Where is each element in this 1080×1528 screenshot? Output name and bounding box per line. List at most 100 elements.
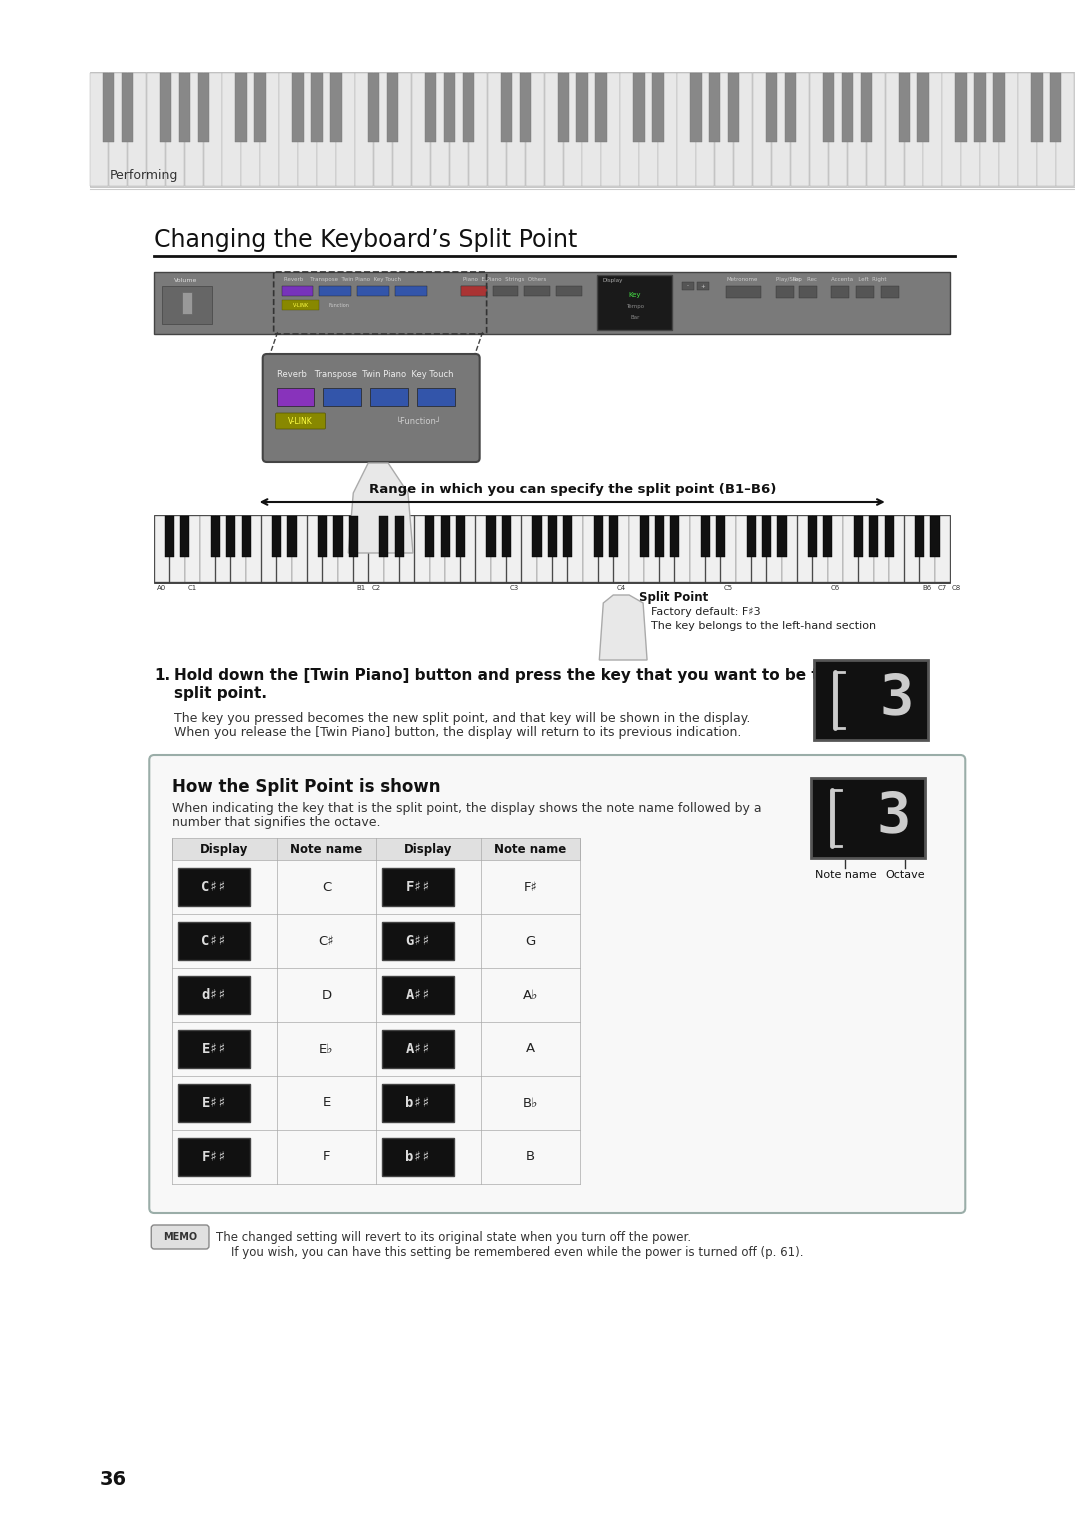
Bar (811, 778, 926, 859)
Bar (597, 275, 672, 330)
Text: Octave: Octave (886, 869, 924, 880)
Bar (866, 73, 885, 186)
Text: C1: C1 (188, 585, 198, 591)
Text: F♯♯: F♯♯ (405, 880, 431, 894)
Bar (502, 516, 511, 556)
Bar (828, 516, 842, 582)
Bar (548, 516, 557, 556)
Bar (762, 516, 771, 556)
Bar (582, 73, 600, 186)
Bar (430, 516, 445, 582)
Bar (160, 73, 171, 142)
Bar (90, 73, 108, 186)
Text: split point.: split point. (174, 686, 267, 701)
Bar (828, 73, 847, 186)
Bar (660, 516, 675, 582)
Bar (185, 73, 203, 186)
Bar (598, 516, 613, 582)
Bar (595, 73, 607, 142)
Bar (165, 516, 174, 556)
Bar (122, 73, 133, 142)
Bar (557, 73, 569, 142)
Bar (727, 286, 761, 298)
Bar (178, 868, 249, 906)
Bar (905, 73, 923, 186)
Bar (180, 516, 189, 556)
Bar (211, 516, 220, 556)
Bar (715, 73, 733, 186)
Bar (431, 73, 449, 186)
Bar (318, 73, 336, 186)
Bar (602, 73, 620, 186)
Bar (785, 73, 796, 142)
Bar (886, 73, 904, 186)
Text: A: A (526, 1042, 535, 1056)
Bar (162, 286, 212, 324)
Bar (1018, 73, 1037, 186)
Text: Accenta   Left  Right: Accenta Left Right (831, 277, 887, 283)
Text: C7: C7 (939, 585, 947, 591)
Bar (308, 516, 322, 582)
Bar (320, 286, 351, 296)
Bar (671, 516, 679, 556)
Bar (654, 516, 664, 556)
Bar (658, 73, 676, 186)
Bar (411, 73, 430, 186)
Bar (185, 516, 200, 582)
Bar (272, 516, 281, 556)
Bar (486, 516, 496, 556)
Bar (716, 516, 726, 556)
Bar (1050, 73, 1062, 142)
Bar (799, 286, 816, 298)
Text: Bar: Bar (631, 315, 639, 319)
Bar (710, 73, 720, 142)
Text: b♯♯: b♯♯ (405, 1096, 431, 1109)
Text: number that signifies the octave.: number that signifies the octave. (172, 816, 380, 830)
Bar (222, 73, 241, 186)
Bar (791, 73, 809, 186)
Text: Metronome: Metronome (727, 277, 758, 283)
Text: The key you pressed becomes the new split point, and that key will be shown in t: The key you pressed becomes the new spli… (174, 712, 751, 724)
Bar (915, 516, 924, 556)
Bar (874, 516, 889, 582)
Bar (282, 299, 320, 310)
Bar (261, 516, 276, 582)
Bar (178, 921, 249, 960)
Bar (461, 286, 487, 296)
Bar (935, 516, 950, 582)
Bar (920, 516, 935, 582)
Text: Rec: Rec (792, 277, 801, 283)
Text: MEMO: MEMO (163, 1232, 198, 1242)
Text: Display: Display (602, 278, 622, 283)
Bar (382, 921, 454, 960)
Text: G: G (525, 935, 536, 947)
Text: Note name: Note name (291, 842, 363, 856)
Bar (198, 73, 208, 142)
Bar (461, 516, 475, 582)
Bar (766, 73, 778, 142)
Text: B1: B1 (356, 585, 365, 591)
Bar (216, 516, 230, 582)
Bar (384, 516, 399, 582)
Text: C♯♯: C♯♯ (201, 934, 227, 947)
Bar (778, 516, 786, 556)
Bar (854, 516, 863, 556)
Bar (859, 516, 874, 582)
Bar (298, 73, 316, 186)
Text: When indicating the key that is the split point, the display shows the note name: When indicating the key that is the spli… (172, 802, 761, 814)
Bar (178, 1030, 249, 1068)
Bar (609, 516, 618, 556)
Text: C4: C4 (617, 585, 625, 591)
Bar (382, 1138, 454, 1177)
Bar (242, 73, 260, 186)
Bar (387, 73, 399, 142)
Bar (441, 516, 449, 556)
Text: C3: C3 (510, 585, 518, 591)
Bar (767, 516, 782, 582)
Text: B: B (526, 1151, 535, 1163)
Bar (630, 516, 644, 582)
Text: Changing the Keyboard’s Split Point: Changing the Keyboard’s Split Point (154, 228, 578, 252)
Polygon shape (348, 463, 413, 553)
Bar (808, 516, 818, 556)
Bar (311, 73, 323, 142)
